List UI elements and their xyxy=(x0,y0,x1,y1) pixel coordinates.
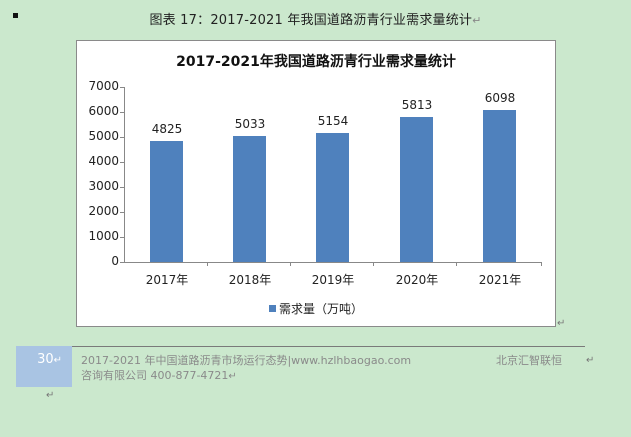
bar-2020 xyxy=(400,117,433,262)
x-tick xyxy=(373,262,374,266)
y-tick xyxy=(120,212,124,213)
return-mark-icon: ↵ xyxy=(557,318,566,329)
bar-2018 xyxy=(233,136,266,262)
data-label: 5813 xyxy=(401,98,433,112)
y-tick-label: 3000 xyxy=(88,179,119,193)
chart-title: 2017-2021年我国道路沥青行业需求量统计 xyxy=(176,54,456,70)
x-tick xyxy=(541,262,542,266)
data-label: 5154 xyxy=(317,114,349,128)
x-tick-label: 2021年 xyxy=(478,273,522,287)
caption-text: 图表 17：2017-2021 年我国道路沥青行业需求量统计 xyxy=(149,13,473,28)
y-tick xyxy=(120,262,124,263)
return-mark-icon: ↵ xyxy=(586,355,595,366)
y-tick xyxy=(120,112,124,113)
y-tick-label: 2000 xyxy=(88,204,119,218)
x-tick xyxy=(207,262,208,266)
figure-caption: 图表 17：2017-2021 年我国道路沥青行业需求量统计↵ xyxy=(0,9,631,28)
bar-2019 xyxy=(316,133,349,262)
chart-legend: 需求量（万吨） xyxy=(77,300,555,317)
footer-divider xyxy=(72,346,585,347)
x-tick-label: 2018年 xyxy=(228,273,272,287)
y-tick-label: 7000 xyxy=(88,79,119,93)
page-number-box: 30↵ xyxy=(16,346,72,387)
y-tick-label: 1000 xyxy=(88,229,119,243)
data-label: 6098 xyxy=(484,91,516,105)
data-label: 4825 xyxy=(151,122,183,136)
legend-swatch-icon xyxy=(268,305,276,312)
chart-container: 2017-2021年我国道路沥青行业需求量统计 0 1000 2000 3000… xyxy=(76,40,556,327)
x-tick xyxy=(290,262,291,266)
list-bullet xyxy=(13,13,18,18)
y-tick xyxy=(120,187,124,188)
y-tick xyxy=(120,237,124,238)
x-tick-label: 2019年 xyxy=(311,273,355,287)
footer-company: 北京汇智联恒 xyxy=(496,354,562,367)
data-label: 5033 xyxy=(234,117,266,131)
y-axis xyxy=(124,87,125,262)
y-tick-label: 5000 xyxy=(88,129,119,143)
y-tick-label: 0 xyxy=(111,254,119,268)
x-tick-label: 2020年 xyxy=(395,273,439,287)
bar-2021 xyxy=(483,110,516,262)
x-axis xyxy=(124,262,542,263)
y-tick xyxy=(120,137,124,138)
return-mark-icon: ↵ xyxy=(472,14,482,27)
x-tick-label: 2017年 xyxy=(145,273,189,287)
return-mark-icon: ↵ xyxy=(46,390,55,401)
legend-label: 需求量（万吨） xyxy=(278,302,363,316)
x-tick xyxy=(456,262,457,266)
y-tick-label: 6000 xyxy=(88,104,119,118)
footer-line2: 咨询有限公司 400-877-4721↵ xyxy=(81,369,237,382)
footer-line1: 2017-2021 年中国道路沥青市场运行态势|www.hzlhbaogao.c… xyxy=(81,354,412,367)
y-tick xyxy=(120,87,124,88)
y-tick-label: 4000 xyxy=(88,154,119,168)
bar-2017 xyxy=(150,141,183,262)
page-number: 30↵ xyxy=(37,352,62,367)
y-tick xyxy=(120,162,124,163)
